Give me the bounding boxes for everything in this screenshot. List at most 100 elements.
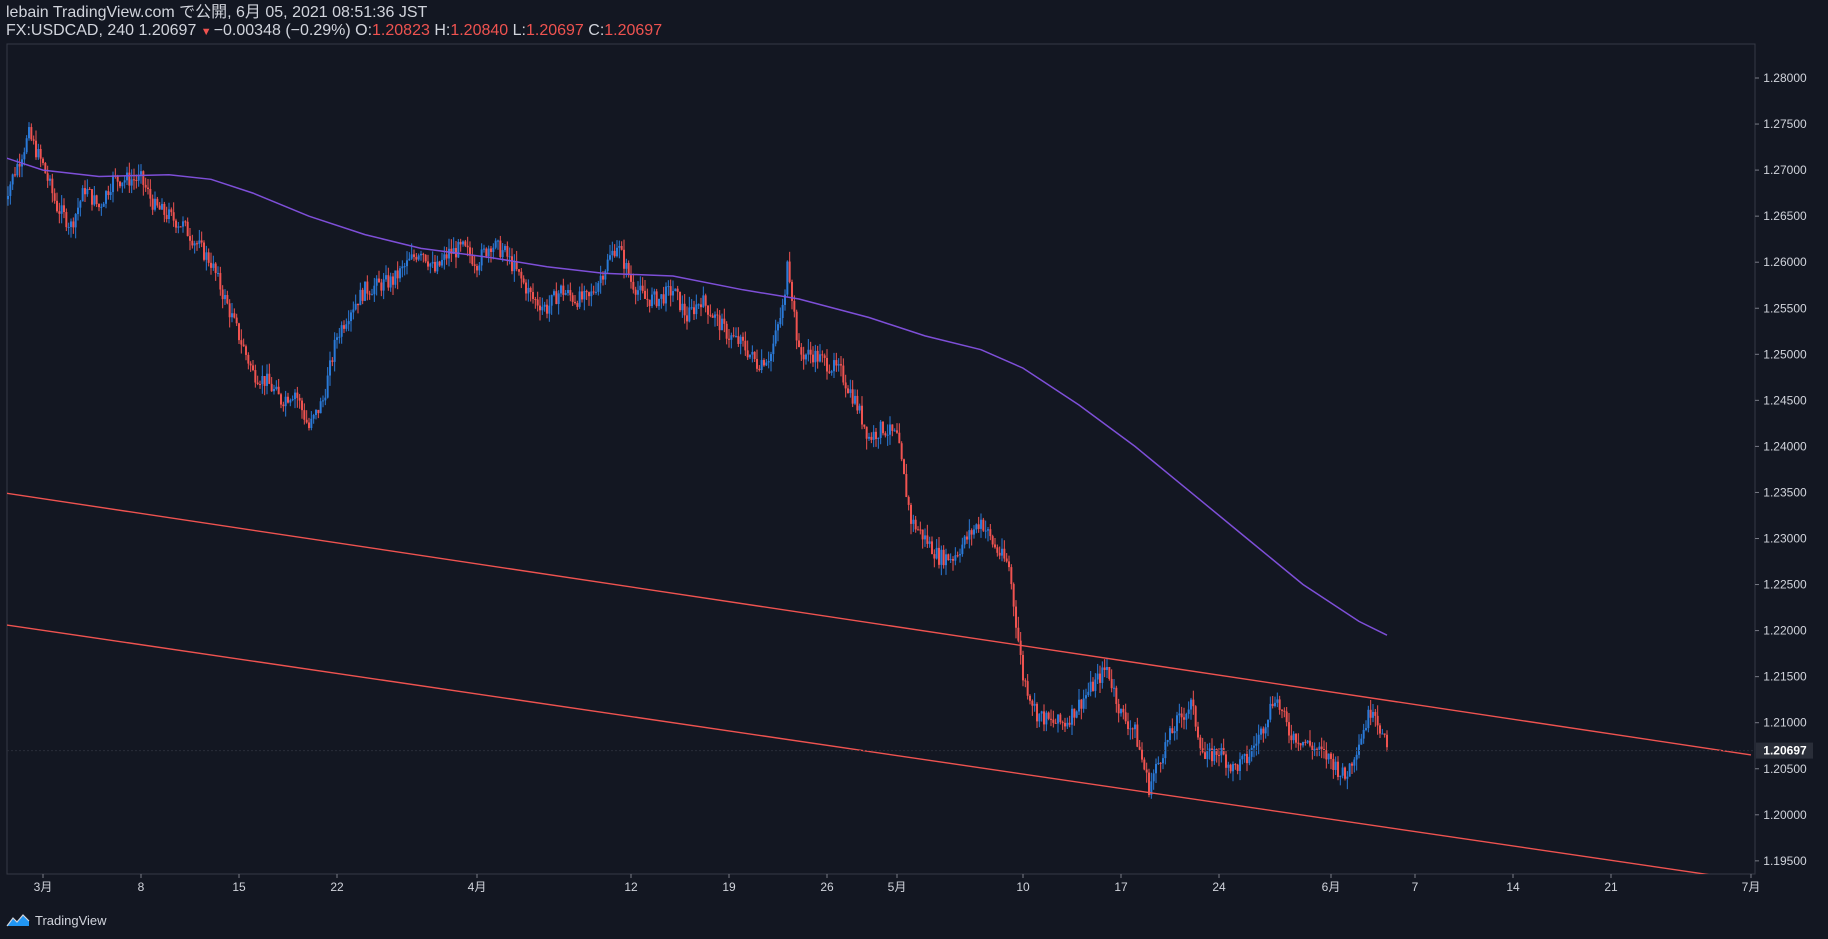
candle-body (65, 212, 68, 228)
candle-body (51, 178, 54, 194)
candle-body (847, 388, 849, 393)
candle-body (156, 198, 159, 206)
candle-body (1337, 761, 1339, 777)
candle-body (924, 535, 926, 540)
candle-body (1127, 721, 1129, 729)
candle-body (478, 265, 481, 271)
candle-body (228, 303, 231, 318)
candle-body (956, 555, 959, 557)
candle-body (42, 158, 44, 163)
candle-body (1220, 747, 1223, 756)
candle-body (140, 171, 142, 175)
candle-body (1152, 773, 1155, 782)
channel-trendline-2[interactable] (1, 624, 1710, 875)
candle-body (1204, 752, 1206, 760)
candle-body (1267, 719, 1269, 728)
candle-body (875, 431, 877, 440)
candle-body (100, 206, 103, 208)
candle-body (340, 325, 343, 337)
candle-body (79, 201, 82, 208)
candle-body (1110, 678, 1113, 689)
plot-area[interactable] (1, 122, 1752, 875)
candle-body (1029, 695, 1031, 701)
candle-body (1176, 715, 1178, 732)
candle-body (1213, 749, 1216, 762)
candle-body (1059, 714, 1062, 723)
candle-body (170, 209, 173, 213)
candle-body (168, 209, 170, 220)
candle-body (422, 253, 425, 255)
candle-body (921, 529, 924, 540)
candle-body (93, 195, 96, 205)
candle-body (714, 314, 716, 318)
candle-body (1208, 748, 1211, 751)
candle-body (144, 184, 147, 188)
channel-trendline-1[interactable] (1, 492, 1752, 756)
candle-body (809, 349, 812, 355)
candle-body (410, 254, 413, 259)
candle-body (1136, 724, 1139, 747)
candle-body (945, 554, 947, 566)
candle-body (928, 541, 931, 544)
candle-body (770, 354, 772, 362)
candle-body (1080, 699, 1083, 709)
candle-body (786, 261, 789, 295)
candle-body (627, 262, 630, 276)
candle-body (352, 309, 355, 313)
candle-body (1101, 667, 1104, 683)
plot-frame (6, 43, 1756, 875)
candle-body (982, 519, 985, 531)
candle-body (254, 370, 257, 383)
candle-body (723, 318, 726, 324)
candle-body (5, 199, 7, 201)
candle-body (1255, 743, 1258, 746)
candle-body (819, 354, 821, 362)
open-label: O: (355, 22, 373, 39)
candle-body (259, 384, 261, 386)
candle-body (576, 303, 579, 307)
candle-body (758, 368, 761, 370)
candle-body (1148, 772, 1150, 795)
candle-body (1017, 627, 1020, 641)
candle-body (751, 351, 754, 355)
candle-body (1383, 733, 1386, 735)
candle-body (1318, 746, 1321, 750)
candle-body (200, 240, 203, 243)
candle-body (807, 349, 810, 355)
candle-body (667, 286, 670, 288)
candle-body (497, 240, 499, 242)
y-tick-label: 1.26000 (1763, 255, 1807, 269)
candle-body (1103, 667, 1106, 670)
candle-body (1108, 666, 1111, 679)
candle-body (471, 255, 474, 265)
candle-body (294, 392, 296, 400)
candle-body (312, 414, 315, 419)
candle-body (730, 335, 733, 340)
candle-body (142, 171, 145, 185)
candle-body (784, 294, 786, 305)
candle-body (947, 554, 950, 561)
candle-body (476, 265, 478, 271)
tradingview-logo-icon (6, 914, 30, 927)
down-arrow-icon: ▼ (200, 26, 212, 38)
candle-body (968, 530, 971, 540)
candle-body (434, 261, 436, 272)
candle-body (791, 281, 793, 301)
candle-body (347, 321, 350, 325)
candle-body (592, 291, 595, 293)
candle-body (1346, 776, 1349, 779)
y-tick-label: 1.20000 (1763, 808, 1807, 822)
candle-body (1358, 744, 1360, 755)
candle-body (172, 212, 175, 221)
candle-body (361, 289, 364, 301)
candle-body (1257, 734, 1260, 744)
candle-body (205, 252, 208, 260)
candle-body (252, 365, 254, 371)
candle-body (1092, 681, 1094, 691)
candle-body (1288, 722, 1290, 736)
candle-body (898, 432, 901, 444)
candle-body (1117, 703, 1120, 714)
candle-body (812, 354, 814, 363)
candle-body (756, 358, 758, 369)
